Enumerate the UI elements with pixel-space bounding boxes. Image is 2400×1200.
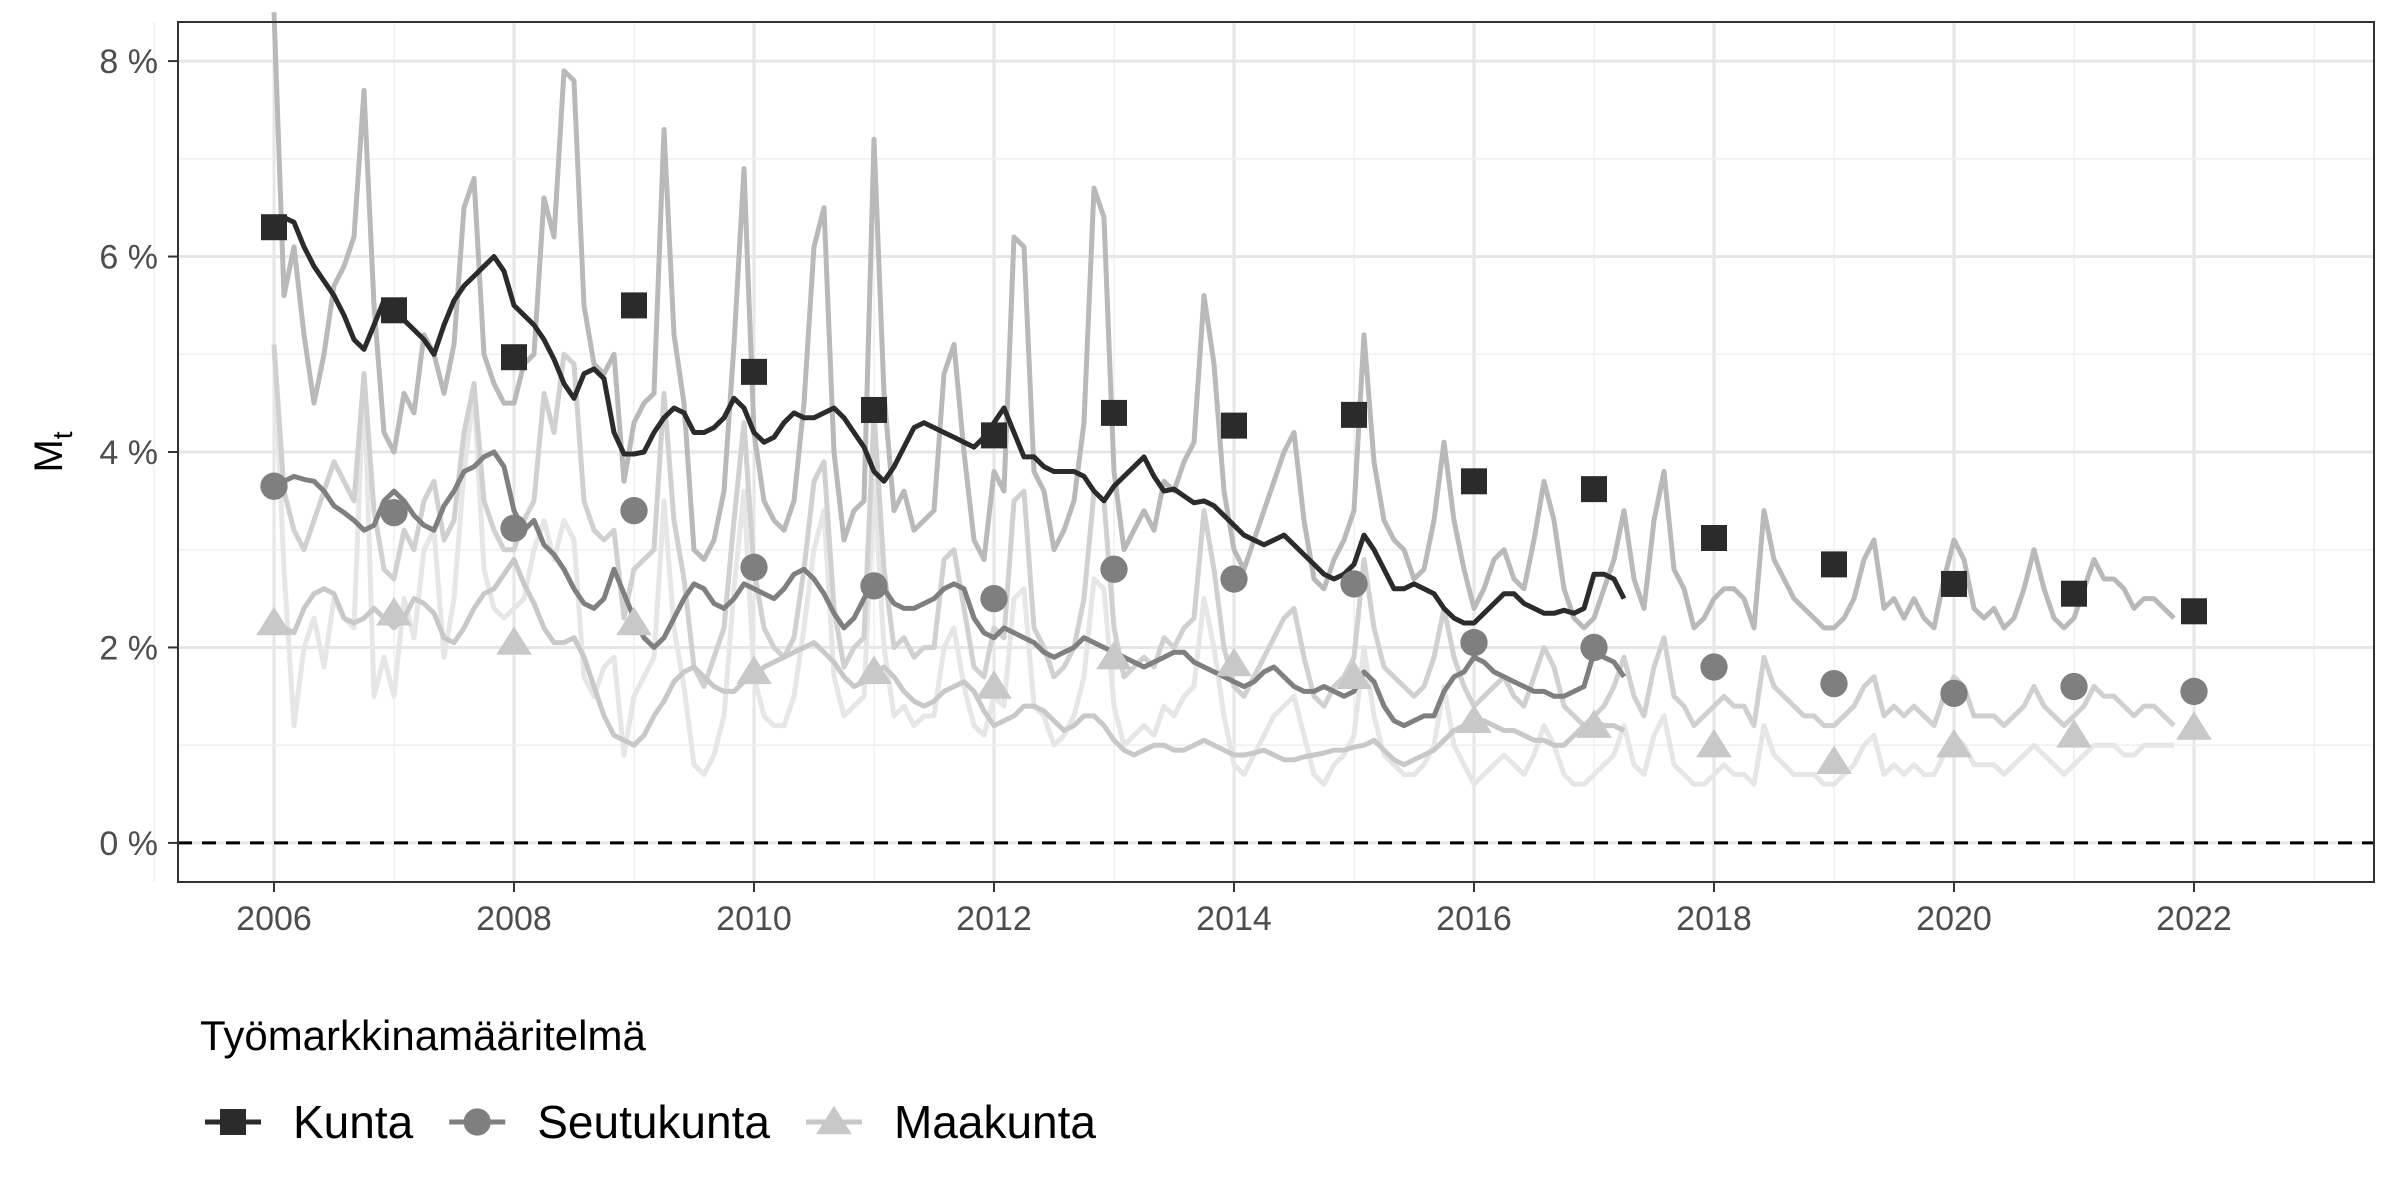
marker-maakunta	[1216, 647, 1252, 677]
x-tick-label: 2006	[236, 900, 312, 938]
marker-seutukunta	[1220, 565, 1248, 593]
marker-kunta	[2181, 598, 2207, 625]
marker-seutukunta	[1700, 653, 1728, 681]
marker-maakunta	[376, 597, 412, 626]
raw-line-kunta	[271, 12, 2176, 631]
legend-label: Maakunta	[894, 1096, 1096, 1148]
y-tick-label: 8 %	[99, 43, 158, 81]
marker-seutukunta	[1340, 570, 1368, 598]
marker-seutukunta	[1580, 633, 1608, 662]
marker-kunta	[1461, 468, 1487, 495]
legend: Työmarkkinamääritelmä Kunta Seutukunta Maa…	[200, 1012, 1096, 1148]
marker-kunta	[861, 396, 887, 423]
marker-kunta	[1101, 399, 1127, 426]
raw-line-maakunta	[271, 344, 2174, 787]
marker-seutukunta	[2180, 677, 2208, 706]
marker-seutukunta	[1100, 555, 1128, 583]
y-tick-label: 2 %	[99, 629, 158, 667]
marker-kunta	[1701, 525, 1727, 551]
marker-seutukunta	[620, 496, 648, 525]
marker-maakunta	[1096, 640, 1132, 670]
marker-seutukunta	[500, 514, 528, 542]
x-tick-label: 2016	[1436, 900, 1512, 938]
series-markers	[256, 214, 2212, 774]
legend-items: Kunta Seutukunta Maakunta	[205, 1096, 1096, 1148]
marker-seutukunta	[1820, 669, 1848, 698]
marker-seutukunta	[740, 553, 768, 581]
marker-maakunta	[2056, 719, 2092, 748]
marker-kunta	[1941, 570, 1967, 597]
marker-maakunta	[1816, 745, 1852, 774]
x-tick-label: 2014	[1196, 900, 1272, 938]
trend-line-kunta	[272, 215, 1627, 626]
x-tick-label: 2018	[1676, 900, 1752, 938]
x-axis: 2006 2008 2010 2012 2014 2016 2018 2020 2022	[236, 882, 2232, 938]
marker-seutukunta	[380, 498, 408, 527]
x-tick-label: 2010	[716, 900, 792, 938]
marker-kunta	[261, 214, 287, 241]
legend-key-marker	[816, 1105, 852, 1135]
x-tick-label: 2020	[1916, 900, 1992, 938]
legend-item-maakunta: Maakunta	[805, 1096, 1096, 1148]
y-tick-label: 0 %	[99, 825, 158, 863]
marker-kunta	[2061, 580, 2087, 607]
marker-seutukunta	[2060, 672, 2088, 701]
marker-kunta	[741, 358, 767, 385]
x-tick-label: 2008	[476, 900, 552, 938]
marker-kunta	[1341, 401, 1367, 428]
marker-kunta	[981, 422, 1007, 449]
marker-seutukunta	[1460, 628, 1488, 657]
legend-item-seutukunta: Seutukunta	[449, 1096, 770, 1148]
marker-seutukunta	[980, 584, 1008, 613]
x-tick-label: 2012	[956, 900, 1032, 938]
marker-maakunta	[1576, 709, 1612, 738]
marker-kunta	[381, 297, 407, 324]
marker-maakunta	[1456, 704, 1492, 733]
marker-kunta	[1821, 551, 1847, 578]
marker-kunta	[1581, 476, 1607, 503]
marker-kunta	[621, 292, 647, 319]
legend-key-marker	[220, 1109, 246, 1135]
marker-maakunta	[1336, 660, 1372, 689]
legend-label: Kunta	[293, 1096, 414, 1148]
y-axis-title-main: M	[27, 439, 71, 472]
x-tick-label: 2022	[2156, 900, 2232, 938]
marker-seutukunta	[260, 472, 288, 500]
marker-maakunta	[976, 670, 1012, 699]
marker-maakunta	[1936, 728, 1972, 758]
plot-panel	[153, 12, 2375, 883]
trend-line-seutukunta	[272, 449, 1627, 729]
marker-maakunta	[256, 606, 292, 636]
trend-line-maakunta	[272, 557, 1626, 768]
marker-maakunta	[1696, 728, 1732, 758]
marker-seutukunta	[860, 572, 888, 600]
y-tick-label: 6 %	[99, 239, 158, 277]
marker-maakunta	[736, 655, 772, 685]
marker-maakunta	[496, 626, 532, 655]
raw-line-seutukunta	[271, 344, 2176, 729]
y-tick-label: 4 %	[99, 434, 158, 472]
raw-series-lines	[271, 12, 2176, 787]
legend-item-kunta: Kunta	[205, 1096, 414, 1148]
marker-maakunta	[856, 655, 892, 685]
y-axis: 0 % 2 % 4 % 6 % 8 %	[99, 43, 178, 863]
trend-series-lines	[272, 215, 1627, 768]
y-axis-title: Mt	[27, 431, 78, 472]
legend-title: Työmarkkinamääritelmä	[200, 1012, 646, 1059]
marker-kunta	[501, 344, 527, 371]
marker-maakunta	[616, 606, 652, 636]
y-axis-title-subscript: t	[47, 431, 78, 439]
marker-maakunta	[2176, 711, 2212, 740]
legend-key-marker	[463, 1108, 491, 1136]
legend-label: Seutukunta	[537, 1096, 770, 1148]
marker-seutukunta	[1940, 679, 1968, 708]
marker-kunta	[1221, 412, 1247, 439]
